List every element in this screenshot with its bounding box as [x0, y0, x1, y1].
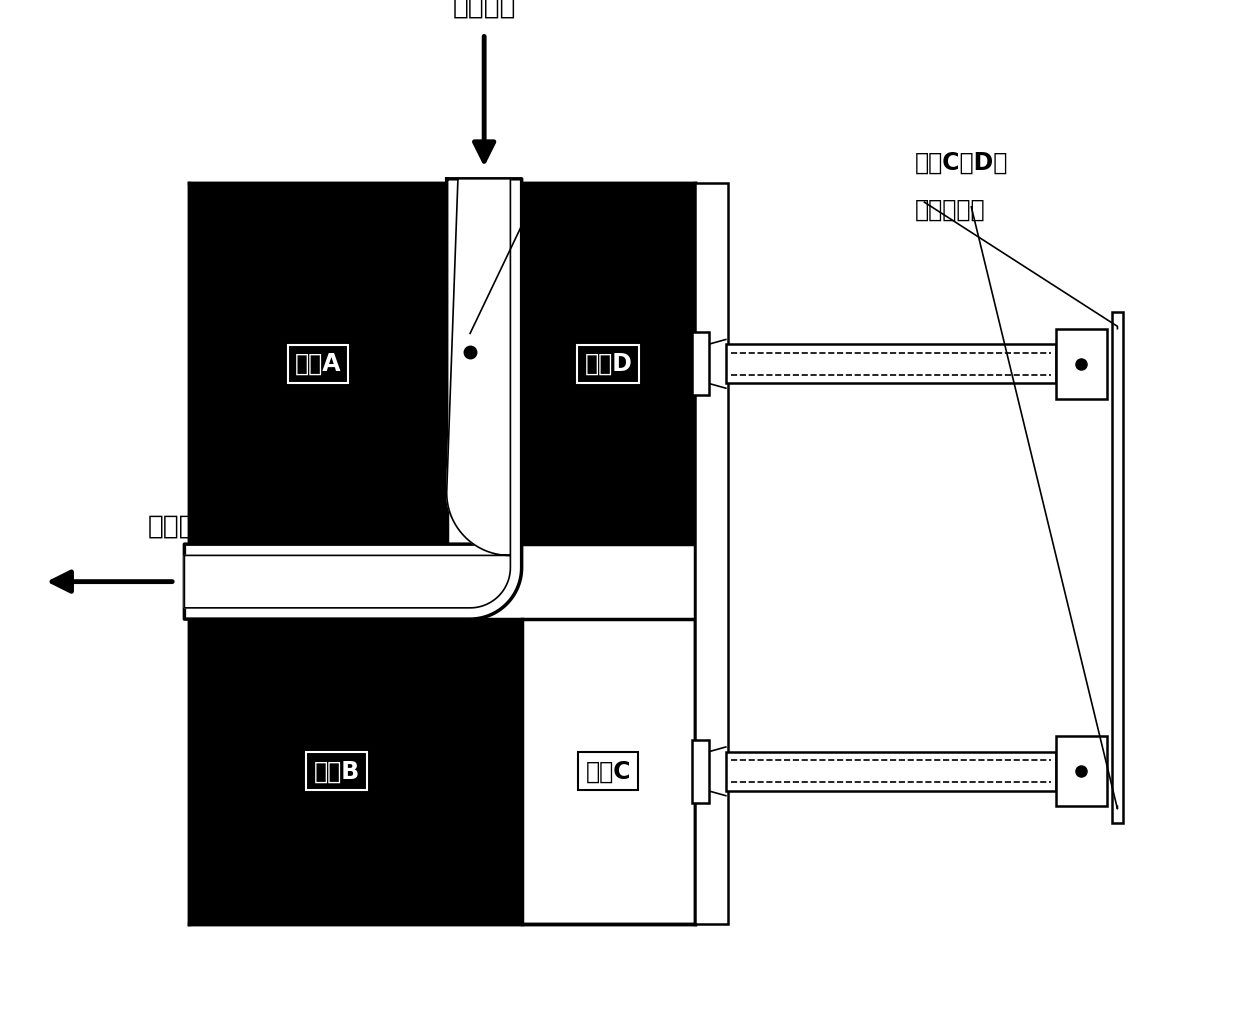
Bar: [188, 183, 446, 544]
Bar: [522, 183, 694, 544]
Bar: [188, 619, 522, 923]
Bar: [1112, 311, 1123, 823]
Bar: [692, 740, 709, 803]
Bar: [692, 332, 709, 395]
Text: 模具A: 模具A: [295, 352, 341, 376]
Polygon shape: [185, 179, 522, 619]
Text: 模具C: 模具C: [585, 760, 631, 783]
Bar: [725, 344, 1055, 383]
Bar: [725, 751, 1055, 791]
Text: 坤料: 坤料: [578, 214, 606, 237]
Bar: [694, 183, 728, 923]
Text: 模具B: 模具B: [314, 760, 360, 783]
Bar: [1055, 329, 1107, 399]
Text: 模具C、D位: 模具C、D位: [915, 151, 1008, 175]
Text: 模具D: 模具D: [584, 352, 632, 376]
Bar: [522, 619, 694, 923]
Text: 出料方向: 出料方向: [148, 513, 212, 540]
Polygon shape: [185, 179, 511, 608]
Text: 进料方向: 进料方向: [453, 0, 516, 20]
Bar: [1055, 736, 1107, 806]
Text: 置调整螺栓: 置调整螺栓: [915, 197, 986, 222]
